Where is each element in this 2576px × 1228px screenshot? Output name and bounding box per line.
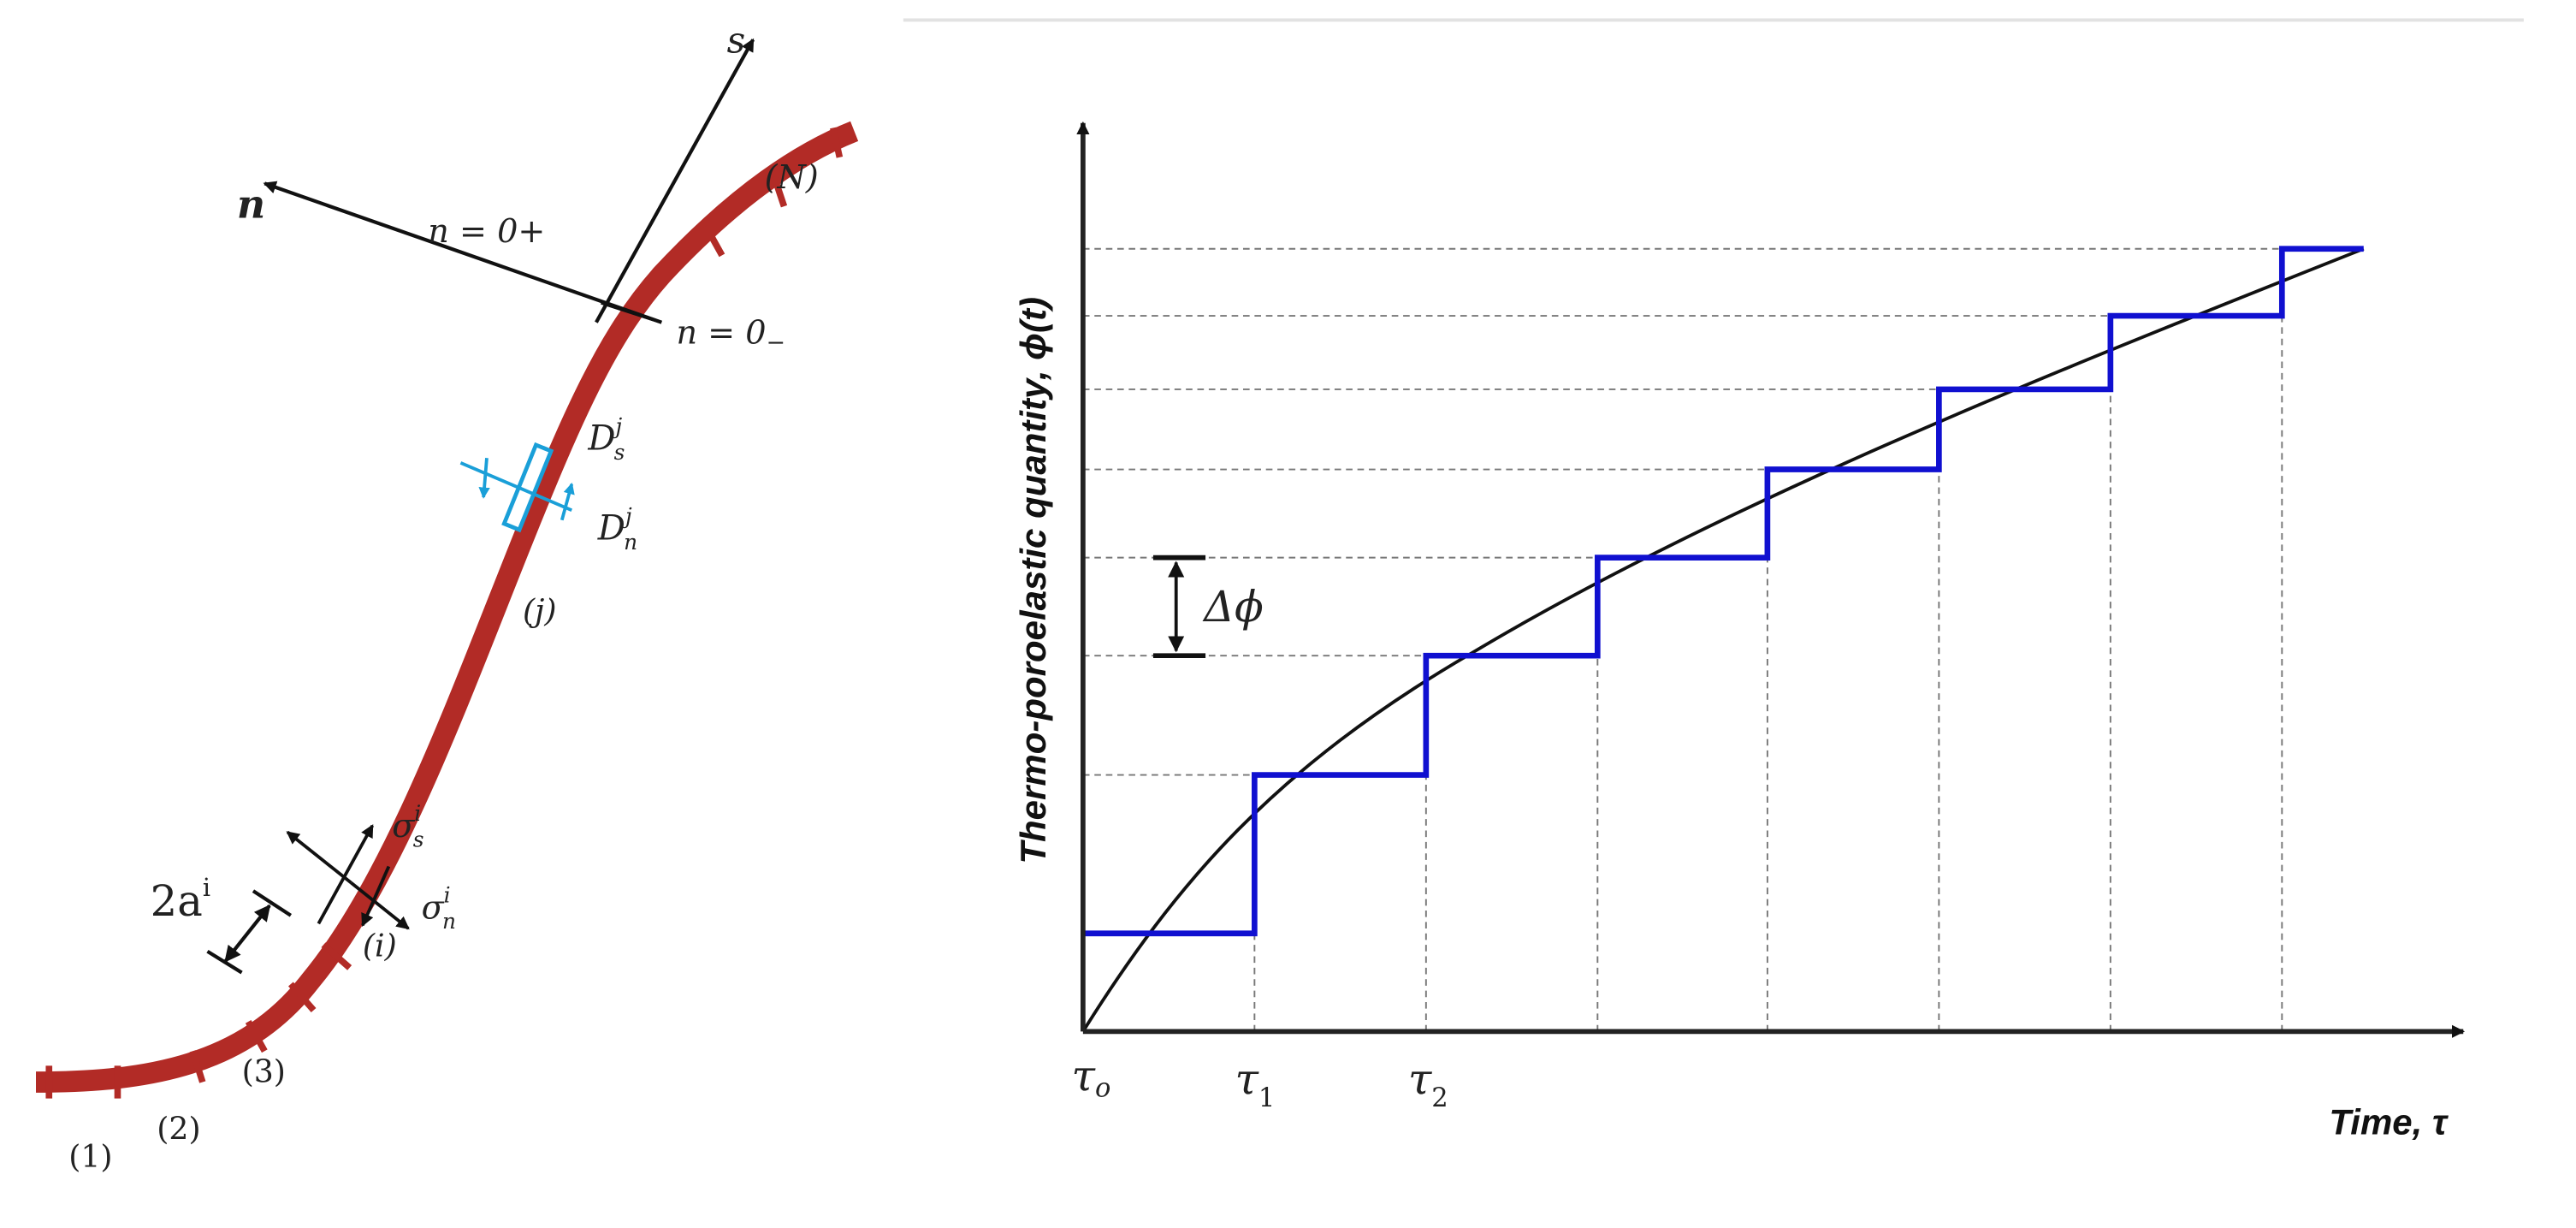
n-minus-line (601, 300, 662, 324)
delta-phi-label: Δϕ (1202, 582, 1264, 632)
element-j-label: (j) (523, 592, 557, 629)
element-3-label: (3) (242, 1053, 286, 1090)
displacement-discontinuity (459, 442, 575, 533)
n-minus-label: n = 0− (676, 315, 785, 357)
step-function (1082, 246, 2364, 937)
sigma-s-label: σi s (392, 801, 423, 852)
fracture-curve (36, 121, 859, 1093)
s-axis-label: s (727, 20, 746, 62)
traction-arrows (286, 824, 410, 930)
continuous-curve (1081, 246, 2365, 1033)
step-diagram: Δϕ Thermo-poroelastic quantity, ϕ(t) Tim… (1013, 121, 2466, 1142)
Ds-label: Dj s (587, 414, 625, 466)
length-dimension (206, 889, 293, 975)
tick-label-tau-1: τ1 (1235, 1054, 1275, 1113)
element-1-label: (1) (68, 1138, 112, 1175)
n-plus-label: n = 0+ (428, 213, 545, 251)
guide-lines (1082, 247, 2283, 1032)
n-axis-arrow (263, 181, 662, 324)
y-axis-label: Thermo-poroelastic quantity, ϕ(t) (1013, 297, 1053, 864)
n-axis-label: n (237, 181, 265, 227)
x-axis-label: Time, τ (2329, 1102, 2449, 1142)
tick-label-tau-2: τ2 (1408, 1054, 1448, 1113)
element-2-label: (2) (157, 1110, 200, 1147)
delta-marker (1152, 555, 1206, 659)
tick-label-tau-0: τo (1072, 1051, 1111, 1104)
element-i-label: (i) (363, 928, 397, 964)
Dn-label: Dj n (597, 504, 637, 555)
half-length-label: 2ai (151, 873, 210, 926)
sigma-n-label: σi n (422, 882, 456, 934)
element-j-box (501, 442, 554, 533)
fracture-diagram: s n n = 0+ n = 0− (N) Dj s Dj n (j) σi s σi… (36, 20, 859, 1175)
element-ticks (45, 127, 844, 1099)
element-N-label: (N) (765, 159, 819, 197)
s-axis-arrow (595, 38, 755, 323)
